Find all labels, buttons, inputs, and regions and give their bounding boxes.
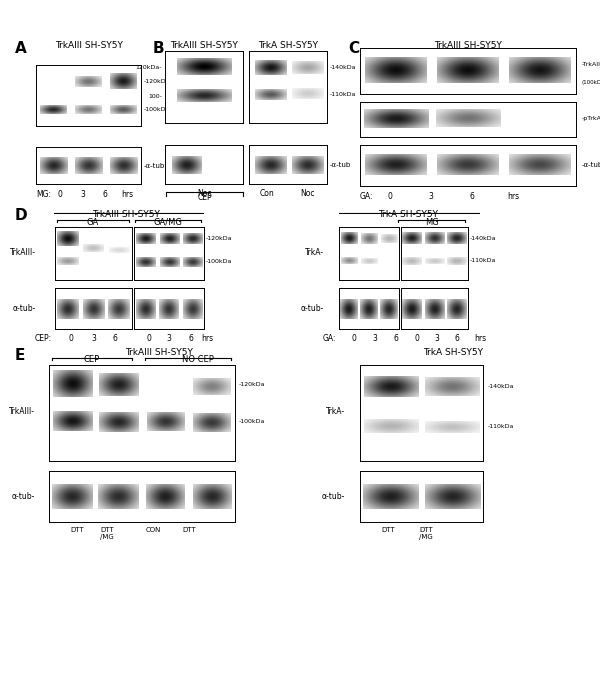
Text: A: A — [15, 41, 27, 56]
Text: 0: 0 — [388, 192, 392, 201]
Text: α-tub-: α-tub- — [11, 492, 35, 501]
Text: CEP: CEP — [83, 355, 100, 364]
Text: -pTrkAIII: -pTrkAIII — [582, 116, 600, 122]
Text: MG: MG — [425, 218, 439, 227]
Text: Noc: Noc — [300, 189, 314, 198]
Text: 6: 6 — [113, 334, 118, 343]
Text: -100kDa: -100kDa — [206, 260, 232, 264]
Text: 0: 0 — [68, 334, 73, 343]
Text: -110kDa: -110kDa — [488, 424, 514, 429]
Text: TrkAIII SH-SY5Y: TrkAIII SH-SY5Y — [125, 348, 193, 357]
Text: TrkAIII SH-SY5Y: TrkAIII SH-SY5Y — [92, 210, 160, 219]
Text: GA: GA — [87, 218, 99, 227]
Text: -α-tub: -α-tub — [582, 162, 600, 168]
Text: -110kDa: -110kDa — [470, 258, 496, 264]
Text: -140kDa: -140kDa — [488, 385, 514, 389]
Text: -140kDa: -140kDa — [330, 65, 356, 70]
Text: D: D — [15, 208, 28, 223]
Text: 6: 6 — [188, 334, 193, 343]
Text: DTT
/MG: DTT /MG — [419, 527, 433, 540]
Text: Con: Con — [260, 189, 274, 198]
Text: DTT: DTT — [70, 527, 83, 533]
Text: 0: 0 — [352, 334, 356, 343]
Text: 6: 6 — [455, 334, 460, 343]
Text: TrkAIII-: TrkAIII- — [10, 248, 36, 257]
Text: TrkAIII SH-SY5Y: TrkAIII SH-SY5Y — [434, 41, 502, 50]
Text: 6: 6 — [470, 192, 475, 201]
Text: 3: 3 — [373, 334, 377, 343]
Text: DTT
/MG: DTT /MG — [100, 527, 113, 540]
Text: -100kDa: -100kDa — [144, 107, 170, 112]
Text: C: C — [348, 41, 359, 56]
Text: GA/MG: GA/MG — [154, 218, 182, 227]
Text: 3: 3 — [91, 334, 96, 343]
Text: -120kDa: -120kDa — [206, 236, 232, 241]
Text: CEP:: CEP: — [35, 334, 52, 343]
Text: 6: 6 — [394, 334, 398, 343]
Text: hrs: hrs — [507, 192, 519, 201]
Text: 0: 0 — [58, 190, 62, 199]
Text: 0: 0 — [146, 334, 151, 343]
Text: TrkAIII SH-SY5Y: TrkAIII SH-SY5Y — [55, 41, 123, 50]
Text: (100kDa): (100kDa) — [582, 80, 600, 85]
Text: DTT: DTT — [182, 527, 196, 533]
Text: 6: 6 — [103, 190, 107, 199]
Text: TrkA SH-SY5Y: TrkA SH-SY5Y — [258, 41, 318, 50]
Text: B: B — [153, 41, 164, 56]
Text: -120kDa: -120kDa — [239, 382, 265, 387]
Text: hrs: hrs — [474, 334, 486, 343]
Text: 3: 3 — [428, 192, 433, 201]
Text: α-tub-: α-tub- — [322, 492, 345, 501]
Text: -140kDa: -140kDa — [470, 236, 496, 241]
Text: hrs: hrs — [201, 334, 213, 343]
Text: E: E — [15, 348, 25, 363]
Text: 3: 3 — [167, 334, 172, 343]
Text: TrkAIII-: TrkAIII- — [9, 406, 35, 416]
Text: -α-tub: -α-tub — [144, 163, 165, 169]
Text: 3: 3 — [434, 334, 439, 343]
Text: α-tub-: α-tub- — [301, 304, 324, 313]
Text: TrkAIII SH-SY5Y: TrkAIII SH-SY5Y — [170, 41, 238, 50]
Text: α-tub-: α-tub- — [13, 304, 36, 313]
Text: TrkA SH-SY5Y: TrkA SH-SY5Y — [423, 348, 483, 357]
Text: DTT: DTT — [382, 527, 395, 533]
Text: 3: 3 — [80, 190, 85, 199]
Text: -110kDa: -110kDa — [330, 92, 356, 97]
Text: Noc: Noc — [197, 189, 211, 198]
Text: TrkA-: TrkA- — [305, 248, 324, 257]
Text: -120kDa: -120kDa — [144, 79, 170, 84]
Text: TrkA SH-SY5Y: TrkA SH-SY5Y — [378, 210, 438, 219]
Text: CON: CON — [145, 527, 161, 533]
Text: 0: 0 — [415, 334, 419, 343]
Text: -100kDa: -100kDa — [239, 419, 265, 424]
Text: 100-: 100- — [148, 94, 162, 98]
Text: 120kDa-: 120kDa- — [136, 65, 162, 70]
Text: GA:: GA: — [360, 192, 373, 201]
Text: CEP: CEP — [197, 193, 212, 201]
Text: -α-tub: -α-tub — [330, 162, 352, 167]
Text: MG:: MG: — [36, 190, 51, 199]
Text: hrs: hrs — [122, 190, 134, 199]
Text: TrkA-: TrkA- — [326, 406, 345, 416]
Text: GA:: GA: — [322, 334, 336, 343]
Text: NO CEP: NO CEP — [182, 355, 214, 364]
Text: -TrkAIII: -TrkAIII — [582, 61, 600, 66]
